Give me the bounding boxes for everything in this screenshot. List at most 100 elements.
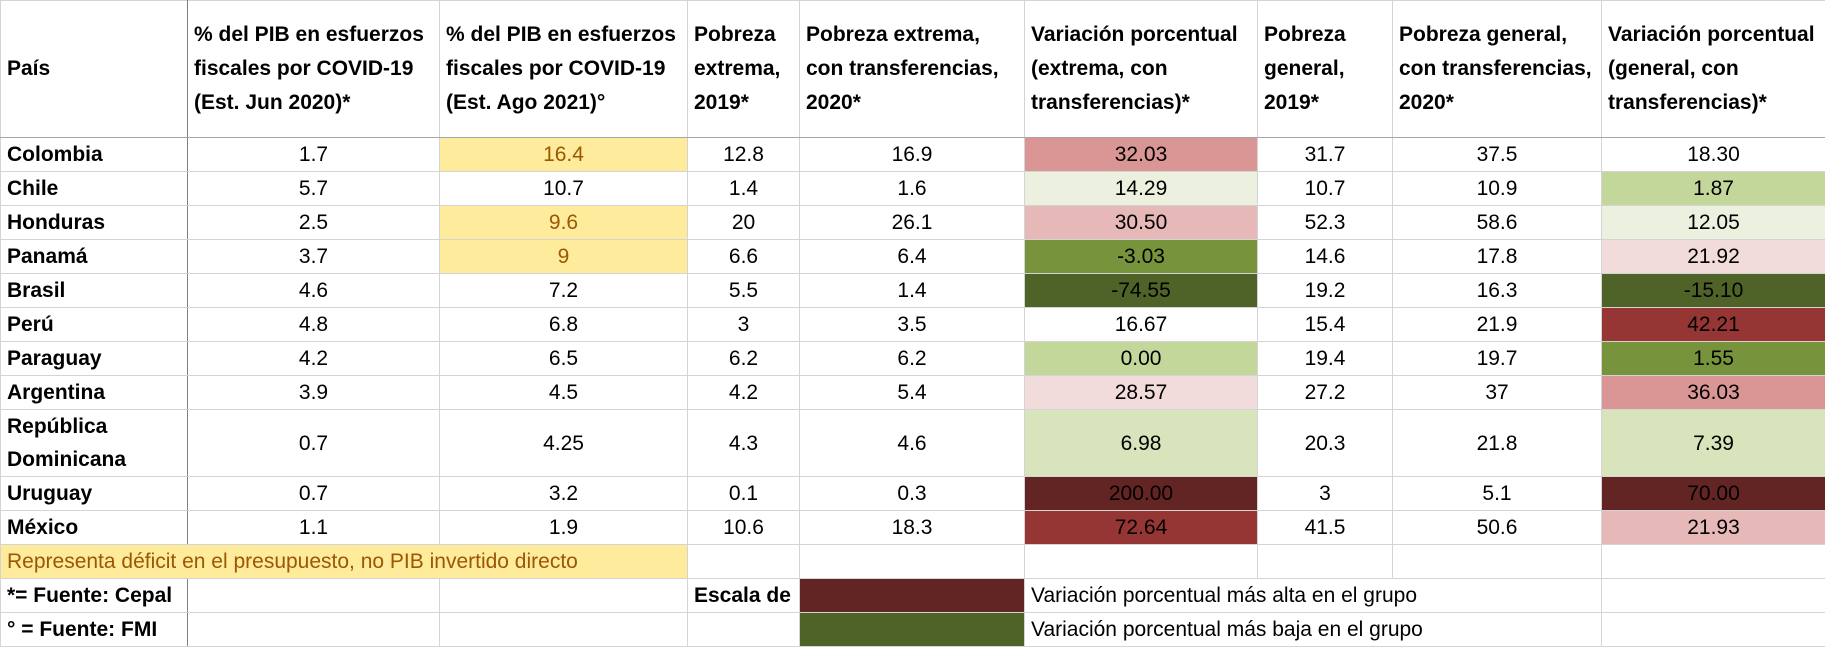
general-poverty-2019-cell[interactable]: 19.2 (1257, 273, 1393, 308)
fiscal-ago2021-cell[interactable]: 9 (439, 239, 688, 274)
general-poverty-2019-cell[interactable]: 27.2 (1257, 375, 1393, 410)
extreme-poverty-2020-cell[interactable]: 6.2 (799, 341, 1025, 376)
country-cell[interactable]: Uruguay (0, 476, 188, 511)
extreme-poverty-2020-cell[interactable]: 3.5 (799, 307, 1025, 342)
country-cell[interactable]: Colombia (0, 137, 188, 172)
country-cell[interactable]: Panamá (0, 239, 188, 274)
fiscal-ago2021-cell[interactable]: 9.6 (439, 205, 688, 240)
deficit-note[interactable]: Representa déficit en el presupuesto, no… (0, 544, 688, 579)
general-poverty-2019-cell[interactable]: 3 (1257, 476, 1393, 511)
fiscal-ago2021-cell[interactable]: 3.2 (439, 476, 688, 511)
variation-general-cell[interactable]: 21.93 (1601, 510, 1825, 545)
empty-cell[interactable] (1601, 578, 1825, 613)
extreme-poverty-2020-cell[interactable]: 5.4 (799, 375, 1025, 410)
cepal-source[interactable]: *= Fuente: Cepal (0, 578, 188, 613)
extreme-poverty-2019-cell[interactable]: 1.4 (687, 171, 800, 206)
general-poverty-2020-cell[interactable]: 5.1 (1392, 476, 1602, 511)
general-poverty-2019-cell[interactable]: 52.3 (1257, 205, 1393, 240)
general-poverty-2020-cell[interactable]: 10.9 (1392, 171, 1602, 206)
country-cell[interactable]: Brasil (0, 273, 188, 308)
extreme-poverty-2019-cell[interactable]: 0.1 (687, 476, 800, 511)
general-poverty-2020-cell[interactable]: 37 (1392, 375, 1602, 410)
variation-general-cell[interactable]: 70.00 (1601, 476, 1825, 511)
header-gen2020[interactable]: Pobreza general, con transferencias, 202… (1392, 0, 1602, 138)
extreme-poverty-2020-cell[interactable]: 16.9 (799, 137, 1025, 172)
variation-general-cell[interactable]: 36.03 (1601, 375, 1825, 410)
general-poverty-2019-cell[interactable]: 14.6 (1257, 239, 1393, 274)
fiscal-ago2021-cell[interactable]: 16.4 (439, 137, 688, 172)
general-poverty-2020-cell[interactable]: 19.7 (1392, 341, 1602, 376)
extreme-poverty-2019-cell[interactable]: 4.3 (687, 409, 800, 477)
fiscal-ago2021-cell[interactable]: 6.8 (439, 307, 688, 342)
extreme-poverty-2019-cell[interactable]: 3 (687, 307, 800, 342)
empty-cell[interactable] (187, 578, 440, 613)
extreme-poverty-2020-cell[interactable]: 18.3 (799, 510, 1025, 545)
empty-cell[interactable] (439, 578, 688, 613)
extreme-poverty-2019-cell[interactable]: 6.6 (687, 239, 800, 274)
fiscal-jun2020-cell[interactable]: 4.6 (187, 273, 440, 308)
country-cell[interactable]: Argentina (0, 375, 188, 410)
empty-cell[interactable] (1601, 544, 1825, 579)
fiscal-ago2021-cell[interactable]: 4.25 (439, 409, 688, 477)
fiscal-jun2020-cell[interactable]: 4.8 (187, 307, 440, 342)
extreme-poverty-2019-cell[interactable]: 12.8 (687, 137, 800, 172)
fiscal-ago2021-cell[interactable]: 6.5 (439, 341, 688, 376)
variation-extreme-cell[interactable]: 28.57 (1024, 375, 1258, 410)
extreme-poverty-2020-cell[interactable]: 1.6 (799, 171, 1025, 206)
variation-extreme-cell[interactable]: 200.00 (1024, 476, 1258, 511)
empty-cell[interactable] (1601, 612, 1825, 647)
empty-cell[interactable] (187, 612, 440, 647)
extreme-poverty-2019-cell[interactable]: 5.5 (687, 273, 800, 308)
variation-general-cell[interactable]: 18.30 (1601, 137, 1825, 172)
empty-cell[interactable] (1392, 544, 1602, 579)
scale-low-swatch[interactable] (799, 612, 1025, 647)
country-cell[interactable]: Honduras (0, 205, 188, 240)
general-poverty-2020-cell[interactable]: 50.6 (1392, 510, 1602, 545)
extreme-poverty-2020-cell[interactable]: 0.3 (799, 476, 1025, 511)
variation-general-cell[interactable]: 1.55 (1601, 341, 1825, 376)
extreme-poverty-2020-cell[interactable]: 1.4 (799, 273, 1025, 308)
variation-extreme-cell[interactable]: -74.55 (1024, 273, 1258, 308)
general-poverty-2019-cell[interactable]: 31.7 (1257, 137, 1393, 172)
fiscal-jun2020-cell[interactable]: 4.2 (187, 341, 440, 376)
general-poverty-2019-cell[interactable]: 20.3 (1257, 409, 1393, 477)
extreme-poverty-2020-cell[interactable]: 4.6 (799, 409, 1025, 477)
fiscal-jun2020-cell[interactable]: 1.1 (187, 510, 440, 545)
header-pais[interactable]: País (0, 0, 188, 138)
general-poverty-2020-cell[interactable]: 58.6 (1392, 205, 1602, 240)
general-poverty-2020-cell[interactable]: 17.8 (1392, 239, 1602, 274)
variation-general-cell[interactable]: 12.05 (1601, 205, 1825, 240)
empty-cell[interactable] (687, 612, 800, 647)
variation-extreme-cell[interactable]: 16.67 (1024, 307, 1258, 342)
general-poverty-2020-cell[interactable]: 21.8 (1392, 409, 1602, 477)
variation-extreme-cell[interactable]: 30.50 (1024, 205, 1258, 240)
country-cell[interactable]: Perú (0, 307, 188, 342)
variation-extreme-cell[interactable]: 72.64 (1024, 510, 1258, 545)
variation-extreme-cell[interactable]: -3.03 (1024, 239, 1258, 274)
variation-extreme-cell[interactable]: 32.03 (1024, 137, 1258, 172)
general-poverty-2020-cell[interactable]: 37.5 (1392, 137, 1602, 172)
empty-cell[interactable] (799, 544, 1025, 579)
extreme-poverty-2019-cell[interactable]: 6.2 (687, 341, 800, 376)
fiscal-jun2020-cell[interactable]: 5.7 (187, 171, 440, 206)
variation-general-cell[interactable]: 1.87 (1601, 171, 1825, 206)
header-ext2020[interactable]: Pobreza extrema, con transferencias, 202… (799, 0, 1025, 138)
variation-extreme-cell[interactable]: 6.98 (1024, 409, 1258, 477)
variation-extreme-cell[interactable]: 14.29 (1024, 171, 1258, 206)
country-cell[interactable]: Chile (0, 171, 188, 206)
extreme-poverty-2020-cell[interactable]: 26.1 (799, 205, 1025, 240)
general-poverty-2020-cell[interactable]: 21.9 (1392, 307, 1602, 342)
extreme-poverty-2019-cell[interactable]: 10.6 (687, 510, 800, 545)
country-cell[interactable]: México (0, 510, 188, 545)
scale-low-text[interactable]: Variación porcentual más baja en el grup… (1024, 612, 1602, 647)
empty-cell[interactable] (1257, 544, 1393, 579)
header-var-ext[interactable]: Variación porcentual (extrema, con trans… (1024, 0, 1258, 138)
fiscal-ago2021-cell[interactable]: 1.9 (439, 510, 688, 545)
variation-general-cell[interactable]: 42.21 (1601, 307, 1825, 342)
scale-high-text[interactable]: Variación porcentual más alta en el grup… (1024, 578, 1602, 613)
fiscal-jun2020-cell[interactable]: 2.5 (187, 205, 440, 240)
fmi-source[interactable]: ° = Fuente: FMI (0, 612, 188, 647)
country-cell[interactable]: República Dominicana (0, 409, 188, 477)
variation-general-cell[interactable]: 7.39 (1601, 409, 1825, 477)
general-poverty-2019-cell[interactable]: 19.4 (1257, 341, 1393, 376)
